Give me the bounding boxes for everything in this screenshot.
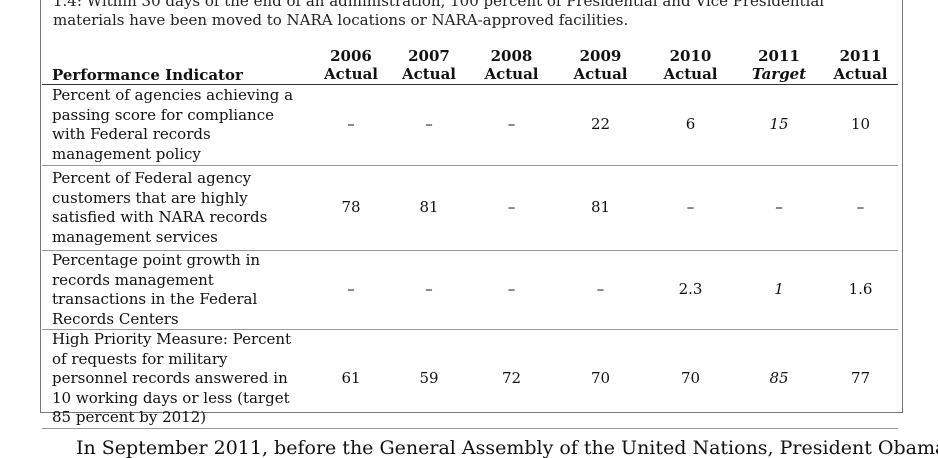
value-cell: –	[596, 280, 605, 299]
table-row: Percentage point growth in records manag…	[42, 251, 898, 330]
target-value-cell: 15	[769, 115, 789, 134]
value-cell: 2.3	[678, 280, 703, 299]
value-cell: –	[347, 115, 355, 134]
top-note-text: 1.4: Within 30 days of the end of an adm…	[53, 0, 825, 29]
value-cell: –	[425, 280, 433, 299]
value-cell: 61	[341, 369, 361, 387]
column-header: 2006 Actual	[312, 46, 390, 85]
column-header: 2011 Target	[735, 46, 823, 85]
value-cell: 1.6	[848, 280, 873, 299]
body-paragraph: In September 2011, before the General As…	[76, 437, 938, 458]
column-header: 2011 Actual	[823, 46, 898, 85]
value-cell: 81	[419, 198, 439, 217]
value-cell: 78	[341, 198, 361, 217]
table-row: Percent of Federal agency customers that…	[42, 166, 898, 251]
table-header-row: Performance Indicator 2006 Actual 2007 Act…	[42, 46, 898, 85]
value-cell: 6	[685, 115, 696, 134]
value-cell: 70	[590, 369, 611, 387]
value-cell: –	[507, 280, 516, 299]
value-cell: 81	[590, 198, 611, 217]
target-value-cell: 1	[774, 280, 784, 299]
column-header: 2007 Actual	[390, 46, 468, 85]
value-cell: –	[347, 280, 355, 299]
value-cell: 77	[850, 369, 871, 387]
value-cell: –	[856, 198, 865, 217]
value-cell: –	[425, 115, 433, 134]
indicator-cell: Percent of Federal agency customers that…	[52, 169, 268, 246]
value-cell: 10	[850, 115, 871, 134]
value-cell: –	[507, 198, 516, 217]
target-value-cell: –	[775, 198, 783, 217]
value-cell: –	[507, 115, 516, 134]
column-header: 2010 Actual	[646, 46, 735, 85]
column-header: 2008 Actual	[468, 46, 555, 85]
value-cell: 70	[680, 369, 701, 387]
indicator-cell: Percent of agencies achieving a passing …	[52, 86, 294, 163]
column-header: 2009 Actual	[555, 46, 646, 85]
indicator-cell: High Priority Measure: Percent of reques…	[52, 330, 292, 426]
performance-table: Performance Indicator 2006 Actual 2007 Act…	[42, 46, 898, 429]
value-cell: 59	[419, 369, 439, 387]
value-cell: 22	[590, 115, 611, 134]
indicator-cell: Percentage point growth in records manag…	[52, 251, 261, 328]
value-cell: –	[686, 198, 695, 217]
indicator-column-header: Performance Indicator	[42, 46, 312, 85]
table-row: Percent of agencies achieving a passing …	[42, 85, 898, 166]
target-value-cell: 85	[769, 369, 789, 387]
value-cell: 72	[501, 369, 522, 387]
page-frame	[40, 0, 903, 413]
table-row: High Priority Measure: Percent of reques…	[42, 330, 898, 428]
